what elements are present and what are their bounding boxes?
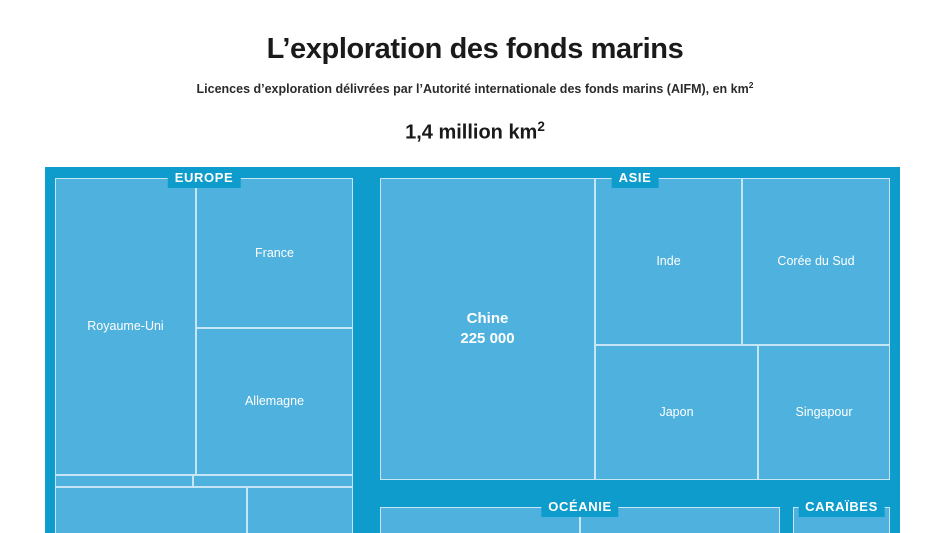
region-label-oceanie: OCÉANIE: [541, 497, 619, 517]
region-label-asie: ASIE: [611, 168, 659, 188]
region-label-caraibes: CARAÏBES: [798, 497, 885, 517]
treemap-tile-coree-du-sud[interactable]: Corée du Sud: [742, 178, 890, 345]
treemap-tile-inde[interactable]: Inde: [595, 178, 742, 345]
treemap-tile-chine[interactable]: Chine 225 000: [380, 178, 595, 480]
treemap-tile-europe-row3-right[interactable]: [247, 487, 353, 533]
treemap-chart: EUROPE Royaume-Uni France Allemagne ASIE: [45, 167, 900, 533]
treemap-tile-royaume-uni[interactable]: Royaume-Uni: [55, 178, 196, 475]
treemap-tile-europe-row2-right[interactable]: [193, 475, 353, 487]
treemap-tile-label: Allemagne: [244, 394, 305, 409]
page-title: L’exploration des fonds marins: [266, 33, 684, 65]
treemap-tile-label: France: [255, 245, 294, 260]
treemap-tile-label: [298, 511, 302, 515]
treemap-tile-label: [149, 511, 153, 515]
treemap-tile-label: [271, 479, 275, 483]
treemap-tile-label: Singapour: [795, 405, 853, 420]
treemap-tile-europe-row3-left[interactable]: [55, 487, 247, 533]
chart-subtitle: Licences d’exploration délivrées par l’A…: [0, 80, 950, 97]
total-value-superscript: 2: [537, 119, 545, 135]
treemap-tile-label: Corée du Sud: [777, 254, 855, 269]
treemap-tile-singapour[interactable]: Singapour: [758, 345, 890, 480]
chart-subtitle-text: Licences d’exploration délivrées par l’A…: [196, 82, 749, 97]
treemap-tile-label: Chine 225 000: [458, 307, 516, 352]
treemap-tile-label: [122, 479, 126, 483]
region-group-caraibes: CARAÏBES: [793, 497, 890, 533]
total-value: 1,4 million km2: [0, 119, 950, 145]
region-group-europe: EUROPE Royaume-Uni France Allemagne: [55, 168, 353, 533]
treemap-tile-france[interactable]: France: [196, 178, 353, 328]
treemap-tile-oceanie-right[interactable]: [580, 507, 780, 533]
region-label-europe: EUROPE: [167, 168, 241, 188]
region-group-oceanie: OCÉANIE: [380, 497, 780, 533]
treemap-tile-japon[interactable]: Japon: [595, 345, 758, 480]
treemap-tile-label: Japon: [659, 405, 694, 420]
treemap-tile-value: 225 000: [460, 330, 515, 347]
chart-subtitle-superscript: 2: [748, 79, 754, 90]
treemap-tile-allemagne[interactable]: Allemagne: [196, 328, 353, 475]
chart-header: L’exploration des fonds marins Licences …: [0, 0, 950, 145]
region-group-asie: ASIE Chine 225 000 Inde Corée du Sud Jap…: [380, 168, 890, 480]
treemap-tile-label: Inde: [656, 254, 681, 269]
treemap-tile-europe-row2-left[interactable]: [55, 475, 193, 487]
treemap-tile-label: Royaume-Uni: [87, 319, 164, 334]
total-value-text: 1,4 million km: [405, 121, 538, 144]
treemap-tile-name: Chine: [466, 309, 509, 327]
